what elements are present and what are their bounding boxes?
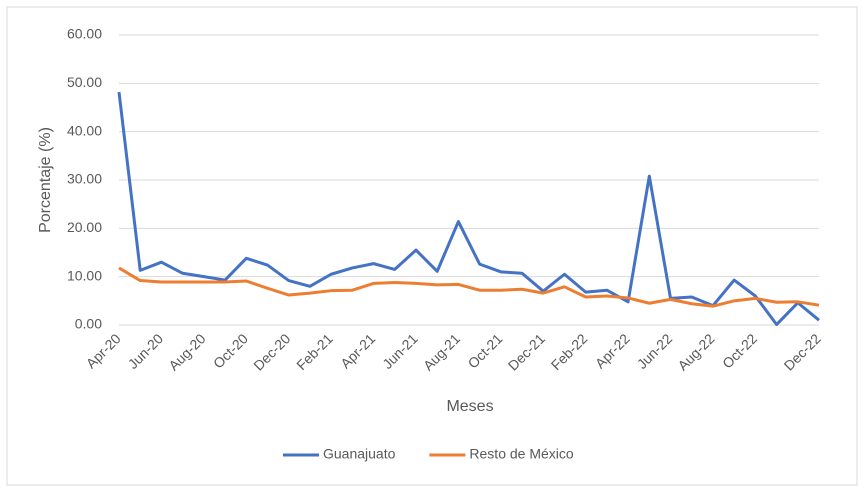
y-tick-label: 30.00 (67, 171, 102, 187)
data-line (118, 266, 820, 308)
data-line (117, 91, 820, 327)
legend-label: Guanajuato (323, 446, 396, 462)
y-tick-label: 50.00 (67, 74, 102, 90)
x-axis-title: Meses (446, 398, 493, 415)
y-tick-label: 10.00 (67, 267, 102, 283)
y-tick-label: 20.00 (67, 219, 102, 235)
y-tick-label: 60.00 (67, 26, 102, 42)
y-tick-label: 40.00 (67, 122, 102, 138)
chart-border (6, 6, 858, 486)
legend-label: Resto de México (469, 446, 573, 462)
y-tick-label: 0.00 (75, 316, 102, 332)
y-axis-title: Porcentaje (%) (37, 127, 54, 233)
